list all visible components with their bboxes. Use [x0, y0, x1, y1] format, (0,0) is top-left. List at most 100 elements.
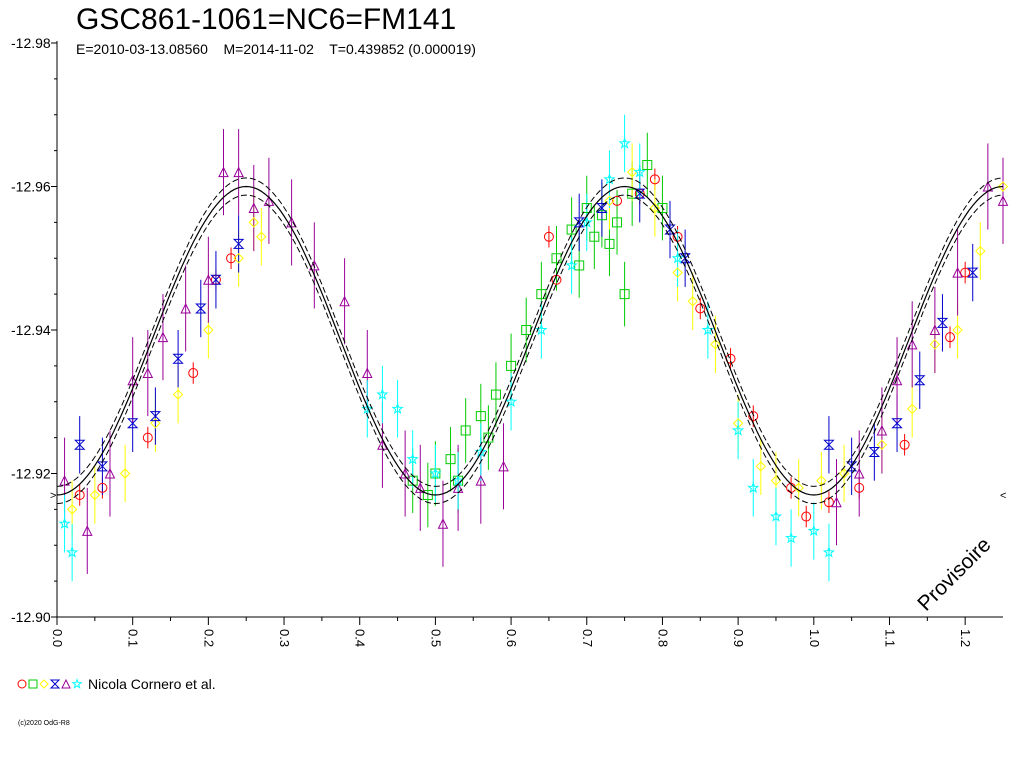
- data-point: [218, 166, 229, 178]
- x-tick-label: 0.6: [504, 629, 519, 647]
- data-point: [603, 172, 616, 185]
- data-point: [377, 439, 388, 450]
- fit-band-lower: [56, 194, 1004, 505]
- data-point: [127, 374, 138, 386]
- data-points: [58, 137, 1009, 558]
- legend-symbol: [71, 678, 83, 690]
- provisional-stamp: Provisoire: [913, 533, 995, 615]
- data-point: [66, 546, 79, 558]
- data-point: [793, 482, 804, 494]
- data-point: [581, 203, 592, 214]
- data-point: [81, 525, 93, 536]
- fit-band-upper: [56, 177, 1004, 487]
- data-point: [150, 418, 161, 429]
- data-point: [248, 202, 260, 214]
- legend: Nicola Cornero et al.: [14, 674, 216, 693]
- data-point: [475, 475, 487, 486]
- data-point: [633, 165, 646, 178]
- data-point: [74, 490, 85, 501]
- data-point: [732, 424, 745, 436]
- data-point: [906, 338, 918, 350]
- data-point: [891, 418, 903, 429]
- minimum-marker-right: <: [1000, 490, 1006, 502]
- data-point: [845, 461, 858, 472]
- legend-symbol: [17, 679, 27, 689]
- data-point: [203, 324, 214, 336]
- data-point: [997, 195, 1009, 206]
- data-point: [634, 188, 646, 199]
- x-tick-label: 0.8: [655, 629, 670, 647]
- copyright-notice: (c)2020 OdG-R8: [18, 720, 70, 727]
- data-point: [286, 216, 297, 228]
- fit-curve-line: [56, 185, 1004, 496]
- data-point: [406, 452, 419, 465]
- data-point: [248, 217, 259, 228]
- data-point: [89, 489, 101, 501]
- data-point: [226, 253, 237, 264]
- x-tick-label: 0.5: [428, 629, 443, 647]
- data-point: [172, 389, 184, 400]
- data-point: [823, 439, 835, 450]
- data-point: [490, 389, 501, 400]
- y-tick-label: -12.94: [11, 322, 51, 338]
- data-point: [437, 518, 449, 529]
- data-point: [233, 166, 244, 178]
- chart-title: GSC861-1061=NC6=FM141: [76, 3, 457, 36]
- legend-symbol: [49, 679, 61, 689]
- data-point: [391, 402, 404, 415]
- data-point: [498, 460, 509, 472]
- data-point: [657, 203, 668, 214]
- x-tick-label: 0.9: [731, 629, 746, 647]
- data-point: [536, 289, 547, 300]
- x-tick-label: 0.0: [50, 629, 65, 647]
- data-point: [66, 504, 78, 515]
- data-point: [551, 253, 562, 264]
- data-point: [619, 289, 630, 300]
- data-point: [876, 439, 888, 451]
- x-tick-label: 1.1: [882, 629, 897, 647]
- data-point: [612, 195, 623, 206]
- y-tick-label: -12.92: [11, 466, 51, 482]
- y-tick-label: -12.90: [11, 609, 51, 625]
- data-point: [142, 367, 154, 379]
- data-point: [853, 467, 865, 479]
- data-point: [649, 174, 660, 185]
- data-point: [936, 317, 949, 328]
- data-point: [710, 339, 721, 350]
- data-point: [801, 511, 812, 522]
- data-point: [854, 482, 865, 493]
- data-point: [232, 238, 245, 249]
- data-point: [361, 367, 373, 379]
- data-point: [596, 210, 607, 221]
- data-point: [429, 467, 442, 479]
- data-point: [376, 388, 389, 400]
- y-tick-label: -12.96: [11, 179, 51, 195]
- data-point: [104, 467, 116, 479]
- x-tick-label: 1.2: [958, 629, 973, 647]
- data-point: [914, 375, 926, 386]
- data-point: [596, 203, 608, 214]
- legend-symbol: [61, 679, 71, 689]
- data-point: [188, 368, 199, 379]
- x-tick-label: 0.2: [201, 629, 216, 647]
- data-point: [172, 353, 184, 364]
- error-bars: [64, 114, 1004, 582]
- data-point: [952, 266, 963, 278]
- data-point: [604, 195, 615, 207]
- legend-symbol: [28, 679, 38, 689]
- data-point: [589, 231, 600, 242]
- data-point: [460, 425, 471, 436]
- legend-symbol: [39, 679, 49, 690]
- data-point: [822, 546, 835, 558]
- x-tick-label: 0.7: [580, 629, 595, 647]
- data-point: [233, 253, 244, 264]
- data-point: [671, 251, 684, 264]
- data-point: [309, 259, 320, 271]
- data-point: [506, 360, 517, 371]
- fit-curve: [56, 177, 1004, 505]
- data-point: [149, 411, 162, 422]
- data-point: [126, 418, 139, 429]
- data-point: [157, 331, 169, 343]
- data-point: [96, 461, 109, 472]
